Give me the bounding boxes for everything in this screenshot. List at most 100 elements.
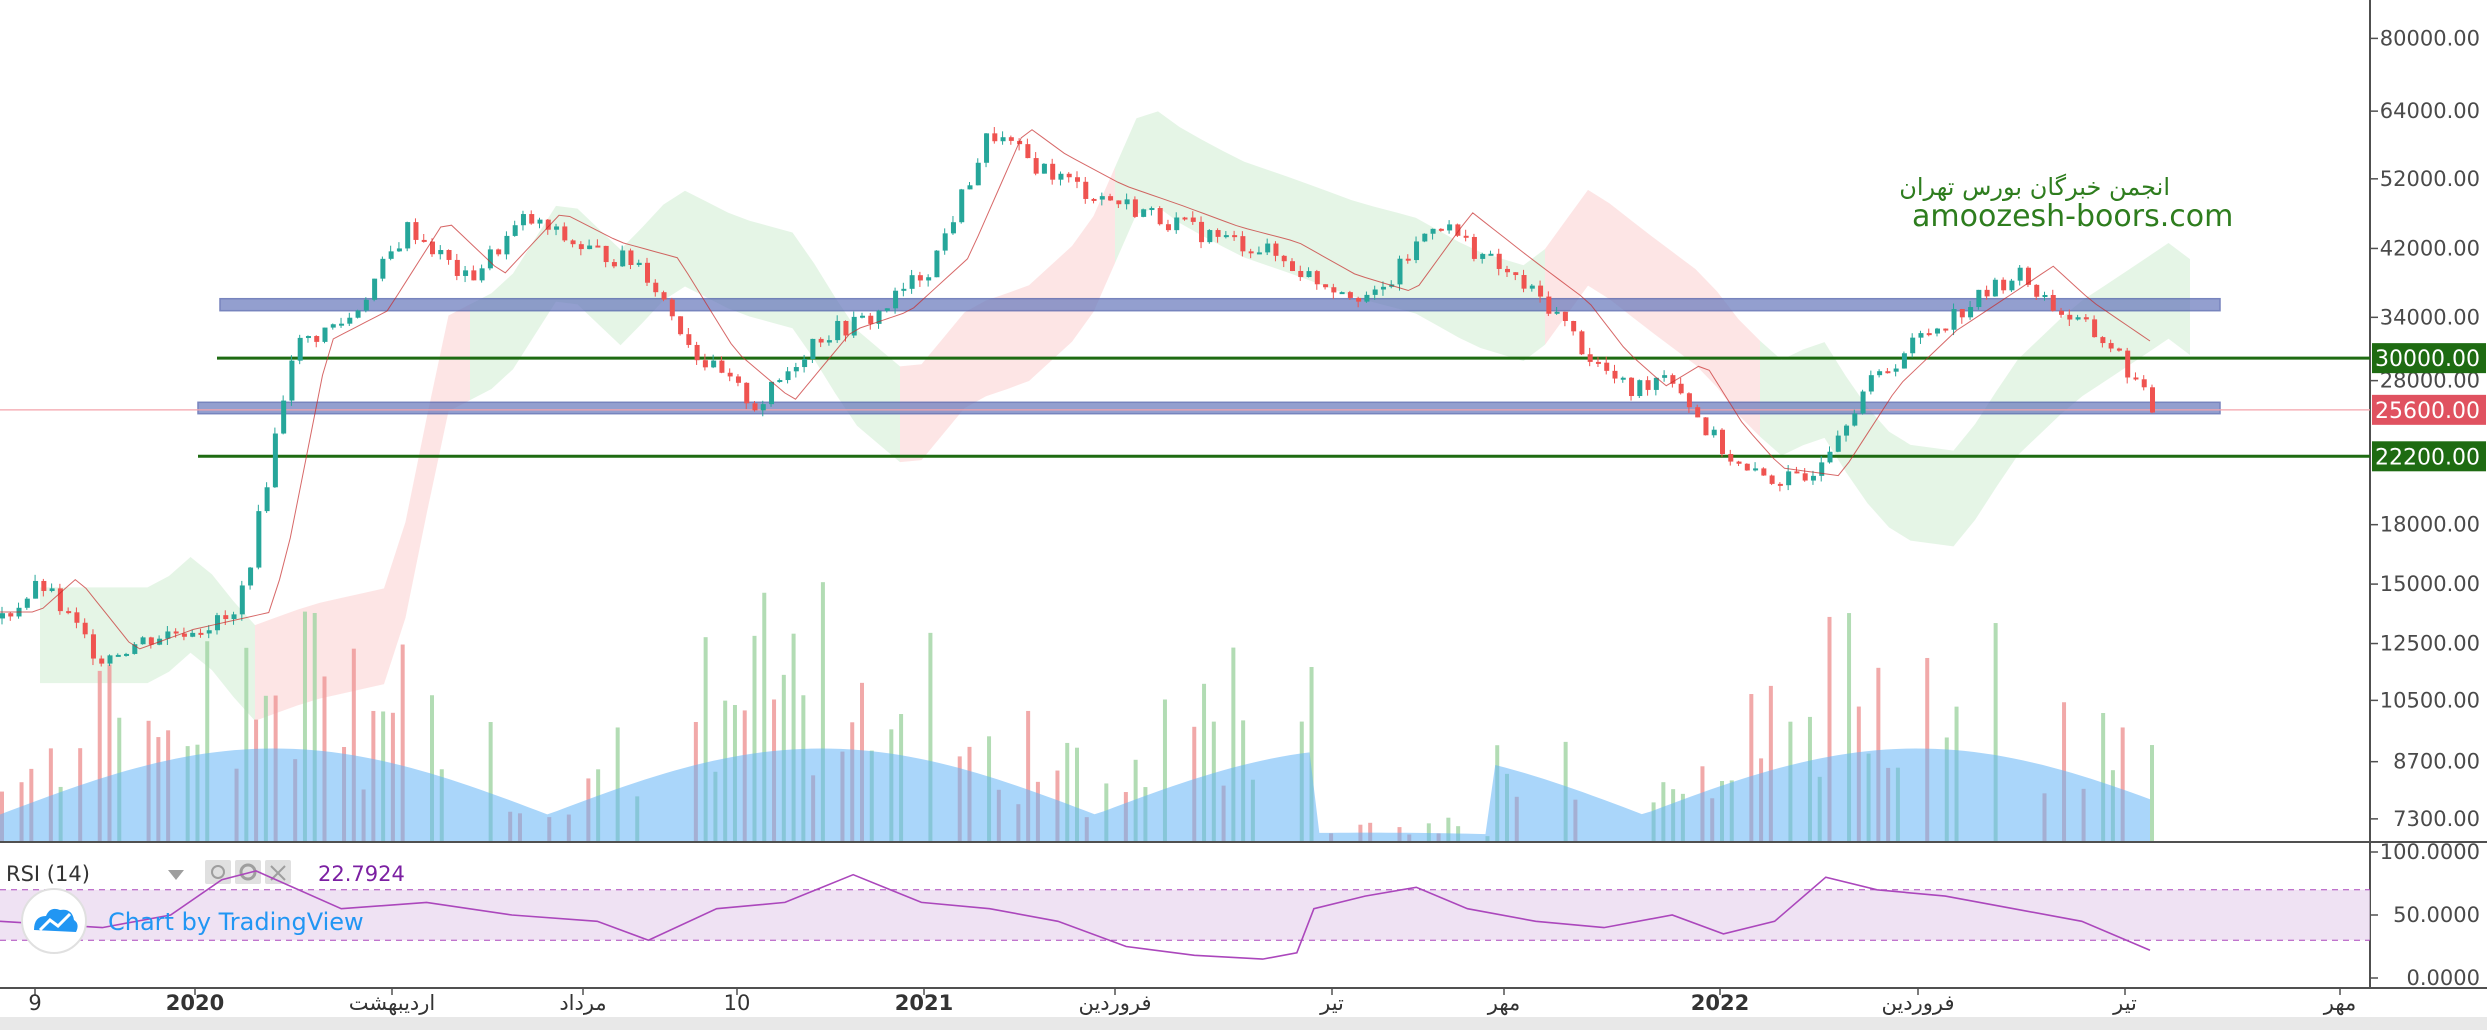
cloud-segment — [620, 227, 642, 346]
rsi-eye-icon[interactable] — [205, 860, 231, 884]
candle-body — [347, 317, 353, 324]
cloud-segment — [276, 609, 298, 714]
cloud-segment — [1588, 189, 1610, 300]
support-resistance-levels[interactable] — [197, 297, 2370, 458]
candle-body — [1372, 289, 1378, 295]
candle-body — [860, 315, 865, 318]
candle-body — [537, 219, 543, 224]
volume-bar — [791, 633, 796, 842]
candle-body — [479, 268, 485, 281]
candle-body — [1132, 199, 1138, 217]
candle-body — [843, 320, 849, 336]
candle-body — [405, 222, 411, 249]
cloud-segment — [1459, 241, 1481, 348]
rsi-tick-label: 0.0000 — [2407, 966, 2480, 990]
tradingview-logo[interactable]: Chart by TradingView — [21, 888, 364, 954]
candle-body — [413, 222, 419, 240]
volume-bar — [244, 647, 249, 842]
candle-body — [1629, 377, 1635, 397]
volume-bar — [1026, 710, 1031, 842]
cloud-segment — [1738, 319, 1760, 437]
candle-body — [711, 360, 717, 368]
candle-body — [1852, 413, 1858, 426]
candle-body — [165, 631, 171, 639]
candle-body — [57, 588, 63, 612]
cloud-segment — [384, 521, 406, 685]
volume-bar — [312, 612, 317, 842]
cloud-segment — [255, 617, 277, 721]
candle-body — [1612, 370, 1618, 379]
candle-body — [2009, 280, 2015, 291]
candle-body — [471, 270, 477, 281]
candle-body — [140, 637, 146, 645]
candle-body — [1265, 243, 1271, 253]
candle-body — [1918, 333, 1924, 338]
candle-body — [562, 226, 568, 241]
candle-body — [520, 214, 526, 226]
time-axis[interactable]: 9 2020 اردیبهشت مرداد 10 2021 فروردین تیر مهر 202… — [28, 988, 2356, 1015]
cloud-segment — [1158, 111, 1180, 223]
volume-bar — [488, 722, 493, 842]
volume-bar — [48, 748, 53, 842]
candle-body — [1935, 328, 1940, 334]
volume-bar — [1749, 694, 1754, 842]
rsi-pane[interactable]: 100.0000 50.0000 0.0000 RSI (14) 22.7924 — [0, 840, 2480, 990]
cloud-segment — [1889, 431, 1911, 541]
candle-body — [802, 359, 808, 368]
price-axis[interactable]: 80000.00 64000.00 52000.00 42000.00 34000.00… — [2370, 26, 2480, 831]
candle-body — [1761, 468, 1767, 476]
candle-body — [545, 219, 551, 230]
candle-body — [735, 376, 741, 383]
candle-body — [1670, 375, 1676, 384]
candle-body — [1281, 255, 1287, 262]
candle-body — [49, 588, 55, 591]
candle-body — [1810, 475, 1816, 481]
candle-body — [1728, 454, 1734, 462]
volume-bar — [205, 641, 210, 842]
candle-body — [1050, 163, 1056, 180]
candle-body — [628, 250, 634, 266]
volume-bar — [430, 695, 434, 842]
candle-body — [1455, 224, 1461, 236]
rsi-collapse-icon[interactable] — [168, 870, 184, 880]
candle-body — [934, 250, 940, 278]
cloud-segment — [233, 601, 255, 721]
candle-body — [1430, 228, 1436, 234]
cloud-segment — [1953, 424, 1975, 547]
rsi-settings-icon[interactable] — [235, 860, 261, 884]
candle-body — [1587, 354, 1593, 362]
candle-body — [90, 634, 96, 659]
candle-body — [645, 262, 650, 283]
candle-body — [1538, 285, 1544, 297]
candle-body — [8, 613, 14, 617]
volume-bar — [97, 670, 102, 842]
candle-body — [926, 277, 932, 281]
candle-body — [1199, 221, 1205, 243]
candle-body — [1083, 181, 1089, 199]
candle-body — [487, 249, 493, 269]
candle-body — [1356, 297, 1362, 302]
candle-body — [1471, 236, 1477, 259]
volume-bar — [1446, 817, 1451, 842]
candle-body — [876, 310, 882, 324]
cloud-segment — [943, 312, 965, 435]
candle-body — [2133, 377, 2139, 380]
candle-body — [1595, 361, 1601, 364]
candle-body — [1314, 271, 1320, 285]
candle-body — [1256, 252, 1262, 255]
candle-body — [421, 239, 427, 242]
candle-body — [99, 658, 105, 664]
watermark-line2: amoozesh-boors.com — [1912, 199, 2233, 234]
candle-body — [1819, 462, 1825, 476]
candle-body — [1744, 463, 1750, 471]
candle-body — [2141, 379, 2147, 388]
x-tick-label: تیر — [2112, 991, 2137, 1015]
candle-body — [2108, 343, 2114, 349]
volume-bar — [1827, 616, 1832, 842]
candle-body — [611, 262, 617, 267]
candle-body — [884, 308, 890, 311]
logo-text: Chart by TradingView — [108, 908, 364, 936]
